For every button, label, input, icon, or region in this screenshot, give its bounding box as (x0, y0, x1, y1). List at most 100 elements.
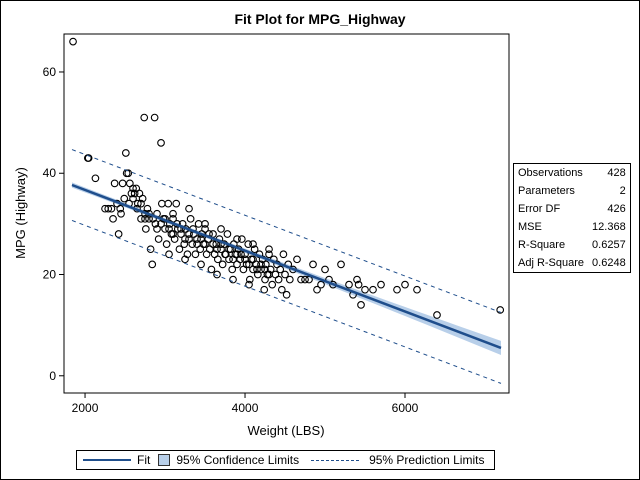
data-point (157, 220, 165, 228)
data-point (170, 235, 179, 243)
data-point (110, 179, 119, 188)
data-point (353, 275, 361, 284)
data-point (250, 245, 259, 254)
upper-prediction-limit (71, 149, 502, 313)
chart-title: Fit Plot for MPG_Highway (234, 11, 406, 27)
data-point (229, 255, 237, 264)
data-point (245, 260, 253, 269)
data-point (130, 189, 139, 198)
data-point (141, 225, 150, 233)
data-point (165, 250, 173, 259)
data-point (253, 265, 261, 274)
data-point (137, 214, 145, 223)
data-point (164, 199, 173, 208)
data-point (181, 255, 189, 264)
data-point (118, 179, 127, 188)
data-point (237, 235, 246, 243)
data-point (169, 230, 177, 238)
data-point (279, 250, 288, 259)
data-point (249, 255, 257, 264)
data-point (209, 240, 217, 248)
data-point (261, 275, 269, 284)
lower-prediction-limit (71, 219, 502, 384)
data-point (237, 250, 245, 259)
data-point (223, 230, 232, 238)
data-point (357, 301, 365, 309)
stat-label: Parameters (518, 184, 575, 197)
data-point (282, 290, 291, 299)
legend-label-confidence: 95% Confidence Limits (176, 453, 300, 467)
stat-label: Observations (518, 166, 583, 179)
x-axis-label: Weight (LBS) (247, 423, 324, 438)
stat-label: MSE (518, 220, 542, 233)
data-point (121, 149, 130, 157)
data-point (175, 245, 184, 254)
stat-label: R-Square (518, 238, 566, 251)
data-point (293, 255, 301, 264)
data-point (213, 245, 221, 254)
confidence-swatch (158, 454, 171, 466)
data-point (153, 225, 161, 233)
scatter-points-layer (69, 37, 505, 319)
data-point (124, 169, 133, 178)
y-tick-label: 40 (43, 166, 57, 180)
data-point (241, 255, 249, 264)
data-point (150, 113, 159, 122)
stat-value: 0.6257 (592, 238, 626, 251)
stat-value: 0.6248 (592, 256, 626, 269)
data-point (313, 285, 321, 294)
prediction-line-swatch (311, 459, 360, 461)
data-point (157, 199, 166, 208)
y-tick-label: 20 (43, 268, 57, 282)
data-point (266, 265, 275, 274)
y-axis-label: MPG (Highway) (13, 167, 28, 259)
stat-row: Observations 428 (514, 164, 630, 182)
legend-label-fit: Fit (137, 453, 151, 467)
data-point (377, 280, 385, 289)
plot-area-border (63, 33, 510, 394)
data-point (186, 214, 195, 223)
data-point (225, 255, 233, 264)
data-point (229, 275, 237, 284)
stat-value: 426 (607, 202, 626, 215)
data-point (233, 250, 241, 259)
data-point (193, 240, 201, 248)
legend-item-prediction: 95% Prediction Limits (305, 453, 484, 467)
data-point (154, 235, 163, 243)
data-point (261, 265, 269, 274)
data-point (201, 220, 209, 228)
data-point (297, 275, 305, 284)
data-point (249, 240, 257, 248)
legend: Fit 95% Confidence Limits 95% Prediction… (76, 450, 495, 470)
data-point (120, 194, 129, 203)
data-point (117, 209, 125, 218)
data-point (393, 285, 401, 294)
y-tick-label: 0 (49, 369, 56, 383)
data-point (345, 280, 353, 289)
data-point (257, 260, 265, 269)
data-point (180, 240, 189, 248)
data-point (157, 139, 165, 147)
stat-label: Adj R-Square (518, 256, 585, 269)
data-point (140, 113, 149, 122)
data-point (245, 275, 254, 284)
stat-row: R-Square 0.6257 (514, 236, 630, 254)
data-point (201, 225, 209, 233)
stat-value: 12.368 (592, 220, 626, 233)
data-point (116, 204, 125, 213)
stat-row: MSE 12.368 (514, 218, 630, 236)
data-point (114, 230, 123, 238)
data-point (433, 311, 441, 319)
data-point (309, 260, 317, 269)
data-point (137, 199, 145, 208)
x-axis: 2000 4000 6000 (72, 393, 419, 415)
data-point (217, 225, 225, 233)
data-point (233, 235, 241, 243)
stat-label: Error DF (518, 202, 561, 215)
data-point (321, 265, 329, 274)
data-point (107, 204, 116, 213)
data-point (281, 270, 289, 279)
data-point (221, 250, 229, 259)
y-tick-label: 60 (43, 65, 57, 79)
data-point (268, 280, 277, 289)
